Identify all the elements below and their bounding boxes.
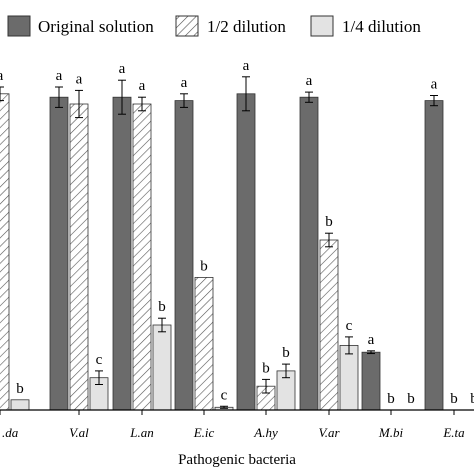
- x-tick-label-v-al: V.al: [69, 425, 89, 440]
- error-bar-e-ic-original-solution: [180, 93, 188, 108]
- bar-v-ar-original-solution: [299, 96, 319, 411]
- error-bar-e-ic-1-4-dilution: [220, 405, 228, 409]
- error-bar-v-al-1-2-dilution: [75, 89, 83, 119]
- bar-m-bi-original-solution: [361, 351, 381, 411]
- x-tick-label-a-hy: A.hy: [253, 425, 278, 440]
- error-bar-v-ar-1-4-dilution: [345, 336, 353, 355]
- bar-v-al-1-2-dilution: [69, 103, 89, 411]
- error-bar-l-an-original-solution: [118, 79, 126, 115]
- error-bar-l-an-1-2-dilution: [138, 96, 146, 112]
- bar-e-ic-original-solution: [174, 100, 194, 411]
- bar-v-ar-1-2-dilution: [319, 239, 339, 411]
- legend-swatch-original-solution: [7, 15, 31, 37]
- x-tick-label-l-an: L.an: [129, 425, 153, 440]
- chart-significance-labels: aaaaaaaaaabbbbbbcbcbcbb: [0, 58, 474, 407]
- chart-error-bars: [0, 76, 438, 409]
- bar-l-an-1-2-dilution: [132, 103, 152, 411]
- significance-label-l-an-1-2-dilution: a: [139, 78, 146, 94]
- significance-label-m-bi-1-2-dilution: b: [387, 391, 395, 407]
- legend-swatch-half-dilution: [175, 15, 199, 37]
- x-tick-label-p-da: .da: [2, 425, 19, 440]
- significance-label-l-an-1-4-dilution: b: [158, 299, 166, 315]
- significance-label-e-ta-1-2-dilution: b: [450, 391, 458, 407]
- significance-label-e-ic-1-2-dilution: b: [200, 258, 208, 274]
- bar-e-ta-original-solution: [424, 100, 444, 411]
- significance-label-v-ar-original-solution: a: [306, 73, 313, 89]
- x-tick-label-e-ta: E.ta: [442, 425, 465, 440]
- significance-label-v-al-1-2-dilution: a: [76, 71, 83, 87]
- significance-label-m-bi-1-4-dilution: b: [407, 391, 415, 407]
- error-bar-e-ta-original-solution: [430, 95, 438, 107]
- legend-label-half-dilution: 1/2 dilution: [207, 17, 286, 36]
- significance-label-v-ar-1-4-dilution: c: [346, 318, 353, 334]
- legend-swatch-quarter-dilution: [310, 15, 334, 37]
- significance-label-a-hy-1-4-dilution: b: [282, 345, 290, 361]
- error-bar-v-al-1-4-dilution: [95, 370, 103, 385]
- error-bar-a-hy-original-solution: [242, 76, 250, 112]
- bar-v-al-original-solution: [49, 96, 69, 411]
- bar-a-hy-original-solution: [236, 93, 256, 411]
- significance-label-a-hy-original-solution: a: [243, 58, 250, 74]
- significance-label-e-ic-1-4-dilution: c: [221, 387, 228, 403]
- significance-label-v-al-1-4-dilution: c: [96, 352, 103, 368]
- legend-label-original-solution: Original solution: [38, 17, 154, 36]
- significance-label-m-bi-original-solution: a: [368, 332, 375, 348]
- chart-legend: Original solution 1/2 dilution 1/4 dilut…: [7, 15, 421, 37]
- significance-label-v-al-original-solution: a: [56, 68, 63, 84]
- significance-label-p-da-1-4-dilution: b: [16, 381, 24, 397]
- bar-l-an-1-4-dilution: [152, 324, 172, 411]
- error-bar-m-bi-original-solution: [367, 350, 375, 355]
- bar-e-ic-1-2-dilution: [194, 276, 214, 411]
- error-bar-v-ar-original-solution: [305, 91, 313, 103]
- error-bar-a-hy-1-2-dilution: [262, 378, 270, 394]
- error-bar-p-da-1-2-dilution: [0, 86, 4, 102]
- chart-bars: [0, 93, 444, 411]
- x-axis-label: Pathogenic bacteria: [178, 452, 296, 468]
- x-axis-ticks: .da V.al L.an E.ic A.hy V.ar M.bi E.ta: [0, 410, 465, 440]
- significance-label-e-ta-1-4-dilution: b: [470, 391, 474, 407]
- bar-p-da-1-4-dilution: [10, 399, 30, 411]
- significance-label-a-hy-1-2-dilution: b: [262, 360, 270, 376]
- error-bar-a-hy-1-4-dilution: [282, 363, 290, 379]
- bar-p-da-1-2-dilution: [0, 93, 10, 411]
- significance-label-e-ta-original-solution: a: [431, 77, 438, 93]
- significance-label-l-an-original-solution: a: [119, 61, 126, 77]
- bar-l-an-original-solution: [112, 96, 132, 411]
- x-tick-label-m-bi: M.bi: [378, 425, 404, 440]
- legend-label-quarter-dilution: 1/4 dilution: [342, 17, 421, 36]
- bar-v-ar-1-4-dilution: [339, 344, 359, 411]
- significance-label-p-da-1-2-dilution: a: [0, 68, 4, 84]
- significance-label-e-ic-original-solution: a: [181, 75, 188, 91]
- x-tick-label-e-ic: E.ic: [193, 425, 215, 440]
- error-bar-l-an-1-4-dilution: [158, 317, 166, 333]
- error-bar-v-al-original-solution: [55, 86, 63, 108]
- significance-label-v-ar-1-2-dilution: b: [325, 214, 333, 230]
- x-tick-label-v-ar: V.ar: [318, 425, 340, 440]
- error-bar-v-ar-1-2-dilution: [325, 232, 333, 248]
